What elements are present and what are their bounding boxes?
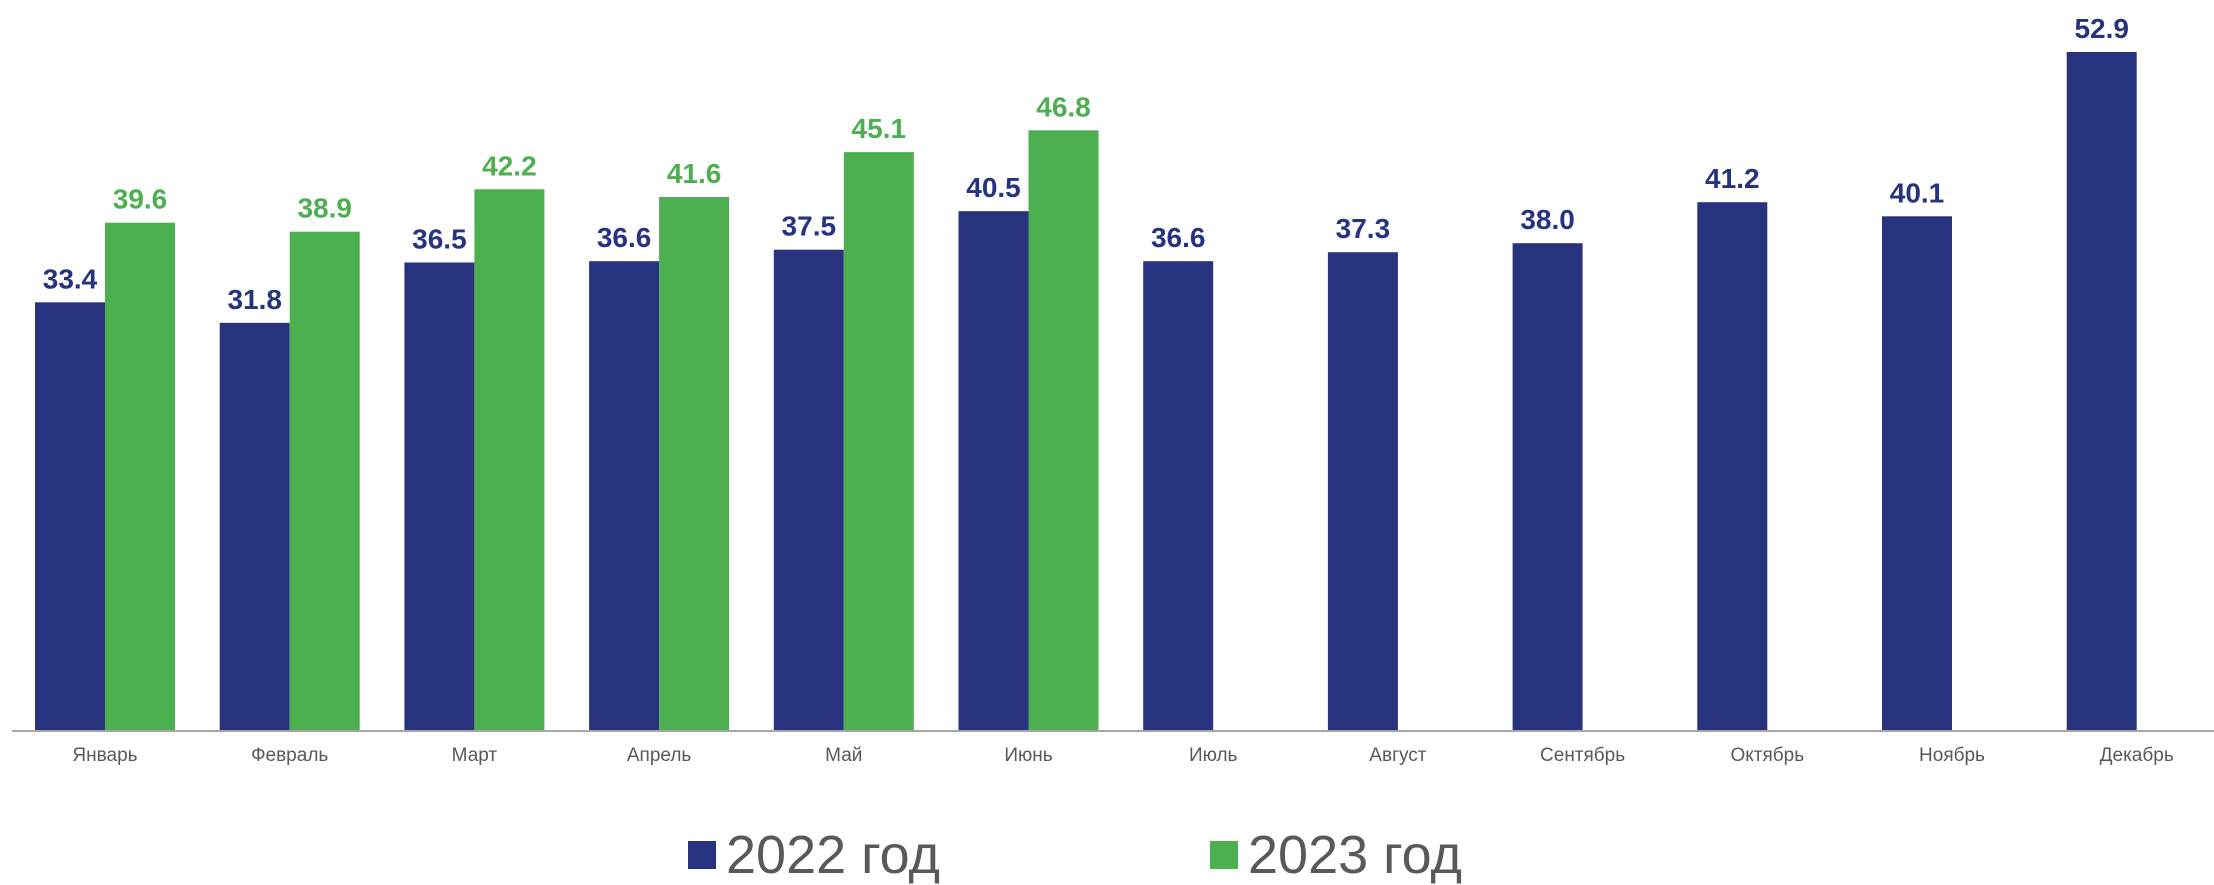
x-tick-label-0: Январь [72, 745, 137, 766]
bar-2022-год-1 [219, 322, 290, 731]
data-label-2022-год-8: 38.0 [1520, 204, 1575, 235]
data-label-2022-год-7: 37.3 [1336, 213, 1391, 244]
data-label-2022-год-9: 41.2 [1705, 163, 1760, 194]
x-tick-label-6: Июль [1189, 745, 1238, 766]
bar-chart: 33.4 39.6 31.8 38.9 36.5 42.2 36.6 41.6 37.5 45.1… [12, 13, 2214, 766]
bar-2022-год-5 [958, 211, 1029, 731]
bar-2023-год-1 [289, 231, 360, 731]
data-label-2023-год-4: 45.1 [852, 113, 907, 144]
data-label-2022-год-5: 40.5 [966, 172, 1021, 203]
x-tick-label-3: Апрель [627, 745, 692, 766]
x-tick-label-7: Август [1369, 745, 1426, 766]
bar-group [35, 52, 2137, 732]
bar-2022-год-7 [1327, 252, 1398, 731]
bar-2022-год-3 [589, 261, 660, 731]
data-label-2022-год-3: 36.6 [597, 222, 652, 253]
bar-2022-год-2 [404, 262, 475, 731]
bar-2023-год-5 [1028, 130, 1099, 732]
data-label-2022-год-1: 31.8 [227, 284, 282, 315]
bar-2023-год-2 [474, 189, 545, 732]
chart-legend: 2022 год 2023 год [0, 820, 2214, 883]
data-label-2023-год-5: 46.8 [1036, 91, 1091, 122]
data-label-2022-год-4: 37.5 [782, 211, 837, 242]
legend-item-2023: 2023 год [1210, 828, 1462, 882]
x-tick-label-8: Сентябрь [1540, 745, 1625, 766]
value-label-group: 33.4 39.6 31.8 38.9 36.5 42.2 36.6 41.6 37.5 45.1… [43, 13, 2129, 315]
data-label-2022-год-0: 33.4 [43, 263, 98, 294]
x-tick-label-4: Май [825, 745, 862, 766]
x-tick-label-9: Октябрь [1730, 745, 1804, 766]
x-tick-label-5: Июнь [1004, 745, 1052, 766]
x-tick-label-2: Март [452, 745, 498, 766]
data-label-2023-год-2: 42.2 [482, 150, 537, 181]
data-label-2022-год-2: 36.5 [412, 224, 467, 255]
bar-2023-год-0 [105, 222, 175, 731]
data-label-2023-год-0: 39.6 [113, 184, 168, 215]
legend-label-2022: 2022 год [726, 825, 940, 885]
x-tick-label-11: Декабрь [2100, 745, 2174, 766]
x-tick-label-group: Январь Февраль Март Апрель Май Июнь Июль Август… [72, 745, 2173, 766]
bar-2022-год-8 [1512, 243, 1583, 731]
x-tick-label-1: Февраль [251, 745, 328, 766]
legend-item-2022: 2022 год [688, 828, 940, 882]
bar-2022-год-6 [1143, 261, 1214, 731]
bar-2023-год-3 [659, 197, 730, 731]
data-label-2023-год-1: 38.9 [297, 193, 352, 224]
data-label-2022-год-10: 40.1 [1890, 177, 1945, 208]
bar-2022-год-9 [1697, 202, 1768, 731]
legend-label-2023: 2023 год [1248, 825, 1462, 885]
bar-2022-год-4 [773, 249, 844, 731]
legend-swatch-2023 [1210, 841, 1238, 869]
bar-2022-год-0 [35, 302, 105, 731]
x-tick-label-10: Ноябрь [1919, 745, 1985, 766]
data-label-2023-год-3: 41.6 [667, 158, 722, 189]
bar-2022-год-10 [1882, 216, 1952, 732]
bar-2023-год-4 [843, 152, 914, 732]
bar-2022-год-11 [2066, 52, 2137, 731]
data-label-2022-год-6: 36.6 [1151, 222, 1206, 253]
data-label-2022-год-11: 52.9 [2074, 13, 2129, 44]
legend-swatch-2022 [688, 841, 716, 869]
